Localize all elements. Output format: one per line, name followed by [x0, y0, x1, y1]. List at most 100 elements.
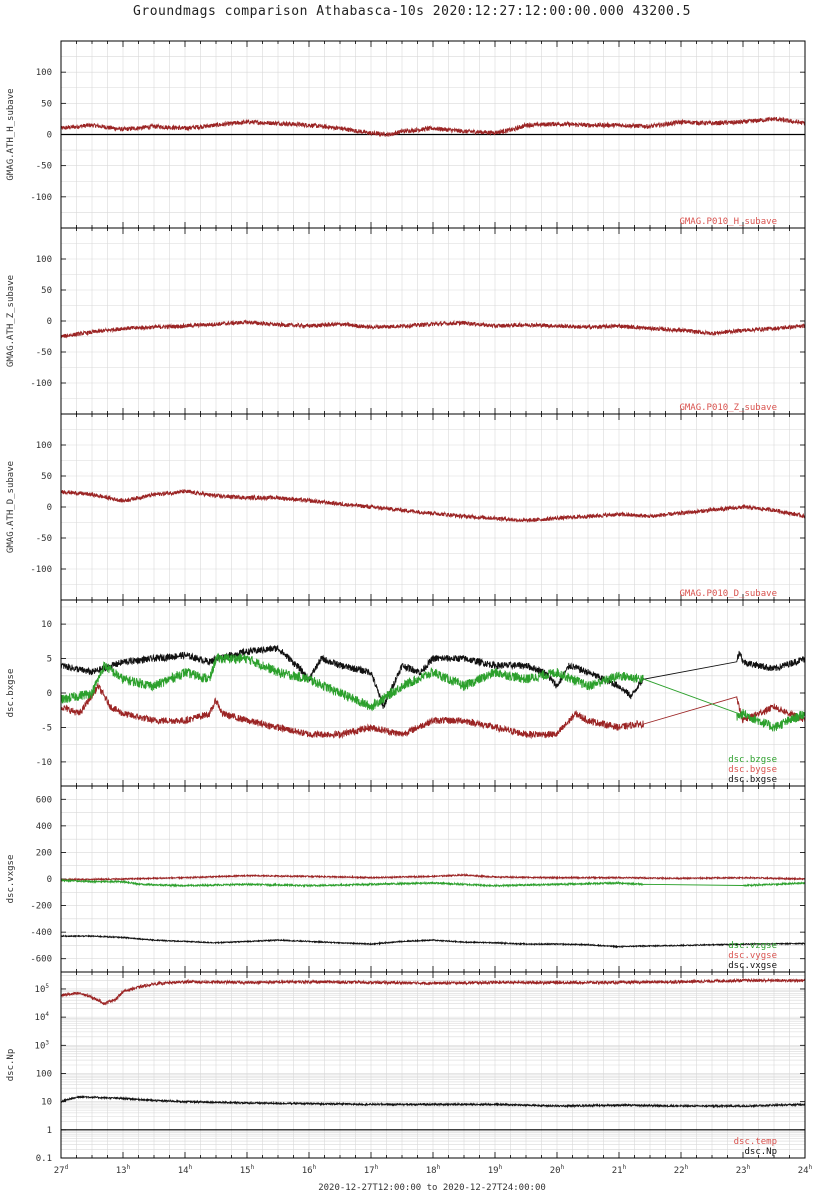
y-tick-label: 0: [47, 875, 52, 885]
legend-entry: dsc.bygse: [728, 765, 777, 775]
y-tick-label: -200: [30, 902, 52, 912]
x-tick-label-unit: h: [189, 1164, 193, 1171]
y-tick-label: 100: [36, 68, 52, 78]
x-tick-label: 27d: [54, 1164, 69, 1176]
y-tick-label: -50: [36, 348, 52, 358]
y-axis-label: dsc.vxgse: [6, 855, 16, 904]
panel-frame: [60, 971, 806, 1159]
x-tick-label: 18h: [426, 1164, 441, 1176]
x-tick-label: 19h: [488, 1164, 503, 1176]
y-tick-label-exponent: 4: [45, 1011, 49, 1018]
x-tick-label-unit: h: [127, 1164, 131, 1171]
panel-4: 1050-5-10dsc.bxgsedsc.bzgsedsc.bygsedsc.…: [6, 599, 806, 787]
legend-entry: dsc.vygse: [728, 951, 777, 961]
y-tick-label: 50: [41, 286, 52, 296]
y-tick-label: 103: [35, 1039, 50, 1051]
legend-entry: dsc.bxgse: [728, 775, 777, 785]
y-tick-label: -400: [30, 928, 52, 938]
y-tick-label: 200: [36, 848, 52, 858]
y-tick-label: 50: [41, 99, 52, 109]
y-tick-label: 10: [41, 620, 52, 630]
x-tick-label: 13h: [116, 1164, 131, 1176]
legend-entry: dsc.bzgse: [728, 755, 777, 765]
series-line-dsc.vxgse: [61, 934, 805, 949]
y-tick-label: 100: [36, 1069, 52, 1079]
x-tick-label-unit: h: [747, 1164, 751, 1171]
y-tick-label: 100: [36, 255, 52, 265]
y-tick-label: -100: [30, 565, 52, 575]
y-tick-label: 5: [47, 655, 52, 665]
legend-entry: dsc.Np: [744, 1147, 777, 1157]
x-tick-label-unit: h: [561, 1164, 565, 1171]
series-line-dsc.bygse: [61, 683, 805, 740]
y-tick-label: 50: [41, 472, 52, 482]
y-tick-label: -600: [30, 955, 52, 965]
series-line-GMAG.P010_D_subave: [61, 489, 805, 523]
y-tick-label: 104: [35, 1011, 50, 1023]
series-line-GMAG.P010_Z_subave: [61, 319, 805, 339]
y-tick-label: 0.1: [36, 1154, 52, 1164]
panel-1: 100 50 0 -50 -100 GMAG.ATH_H_subave GMAG.P010_…: [6, 40, 806, 229]
x-tick-label: 15h: [240, 1164, 255, 1176]
y-tick-label: -5: [41, 723, 52, 733]
y-axis-label: dsc.bxgse: [6, 669, 16, 718]
y-axis-label: GMAG.ATH_H_subave: [6, 88, 16, 180]
series-line-dsc.vygse: [61, 872, 805, 882]
legend-entry: dsc.vxgse: [728, 961, 777, 971]
y-tick-label: 1: [47, 1126, 52, 1136]
y-axis-label: GMAG.ATH_Z_subave: [6, 275, 16, 367]
x-tick-label-unit: h: [685, 1164, 689, 1171]
panel-3: 100 50 0 -50 -100 GMAG.ATH_D_subave GMAG.P010_…: [6, 413, 806, 601]
series-line-dsc.Np: [61, 1094, 805, 1109]
x-tick-label-unit: h: [437, 1164, 441, 1171]
x-tick-label: 20h: [550, 1164, 565, 1176]
y-tick-label: 10: [41, 1098, 52, 1108]
y-tick-label: 100: [36, 441, 52, 451]
y-tick-label-exponent: 3: [45, 1039, 49, 1046]
panel-5: 600 400 200 0 -200 -400 -600 dsc.vxgse dsc.vzgse…: [6, 785, 806, 973]
x-tick-label: 16h: [302, 1164, 317, 1176]
series-line-dsc.bzgse: [61, 652, 805, 732]
x-tick-label: 24h: [798, 1164, 813, 1176]
legend-entry: dsc.temp: [734, 1137, 777, 1147]
panel-2: 100 50 0 -50 -100 GMAG.ATH_Z_subave GMAG.P010_…: [6, 227, 806, 415]
x-tick-label-unit: h: [313, 1164, 317, 1171]
y-axis-label: dsc.Np: [6, 1049, 16, 1082]
x-tick-label: 22h: [674, 1164, 689, 1176]
y-tick-label: 0: [47, 317, 52, 327]
y-tick-label: -100: [30, 193, 52, 203]
x-tick-label: 17h: [364, 1164, 379, 1176]
legend-entry: GMAG.P010_H_subave: [679, 217, 777, 227]
y-tick-label: 600: [36, 795, 52, 805]
y-tick-label: 0: [47, 131, 52, 141]
series-line-dsc.temp: [61, 977, 805, 1006]
y-tick-label: 0: [47, 689, 52, 699]
x-tick-label: 14h: [178, 1164, 193, 1176]
y-tick-label: 0: [47, 503, 52, 513]
time-range-label: 2020-12-27T12:00:00 to 2020-12-27T24:00:…: [318, 1183, 546, 1193]
y-axis-label: GMAG.ATH_D_subave: [6, 461, 16, 553]
legend-entry: dsc.vzgse: [728, 941, 777, 951]
chart-title: Groundmags comparison Athabasca-10s 2020…: [133, 4, 691, 19]
series-line-GMAG.P010_H_subave: [61, 116, 805, 138]
x-tick-label-unit: h: [251, 1164, 255, 1171]
legend-entry: GMAG.P010_D_subave: [679, 589, 777, 599]
x-tick-label-unit: d: [65, 1164, 69, 1171]
x-tick-label-unit: h: [809, 1164, 813, 1171]
x-tick-label: 21h: [612, 1164, 627, 1176]
y-tick-label: 400: [36, 822, 52, 832]
y-tick-label: 105: [35, 983, 50, 995]
y-tick-label: -100: [30, 379, 52, 389]
x-tick-label-unit: h: [499, 1164, 503, 1171]
y-tick-label: -10: [36, 758, 52, 768]
y-tick-label-exponent: 5: [45, 983, 49, 990]
y-tick-label: -50: [36, 534, 52, 544]
series-line-dsc.vzgse: [61, 878, 805, 888]
x-tick-label-unit: h: [375, 1164, 379, 1171]
y-tick-label: -50: [36, 162, 52, 172]
legend-entry: GMAG.P010_Z_subave: [679, 403, 777, 413]
x-tick-label-unit: h: [623, 1164, 627, 1171]
